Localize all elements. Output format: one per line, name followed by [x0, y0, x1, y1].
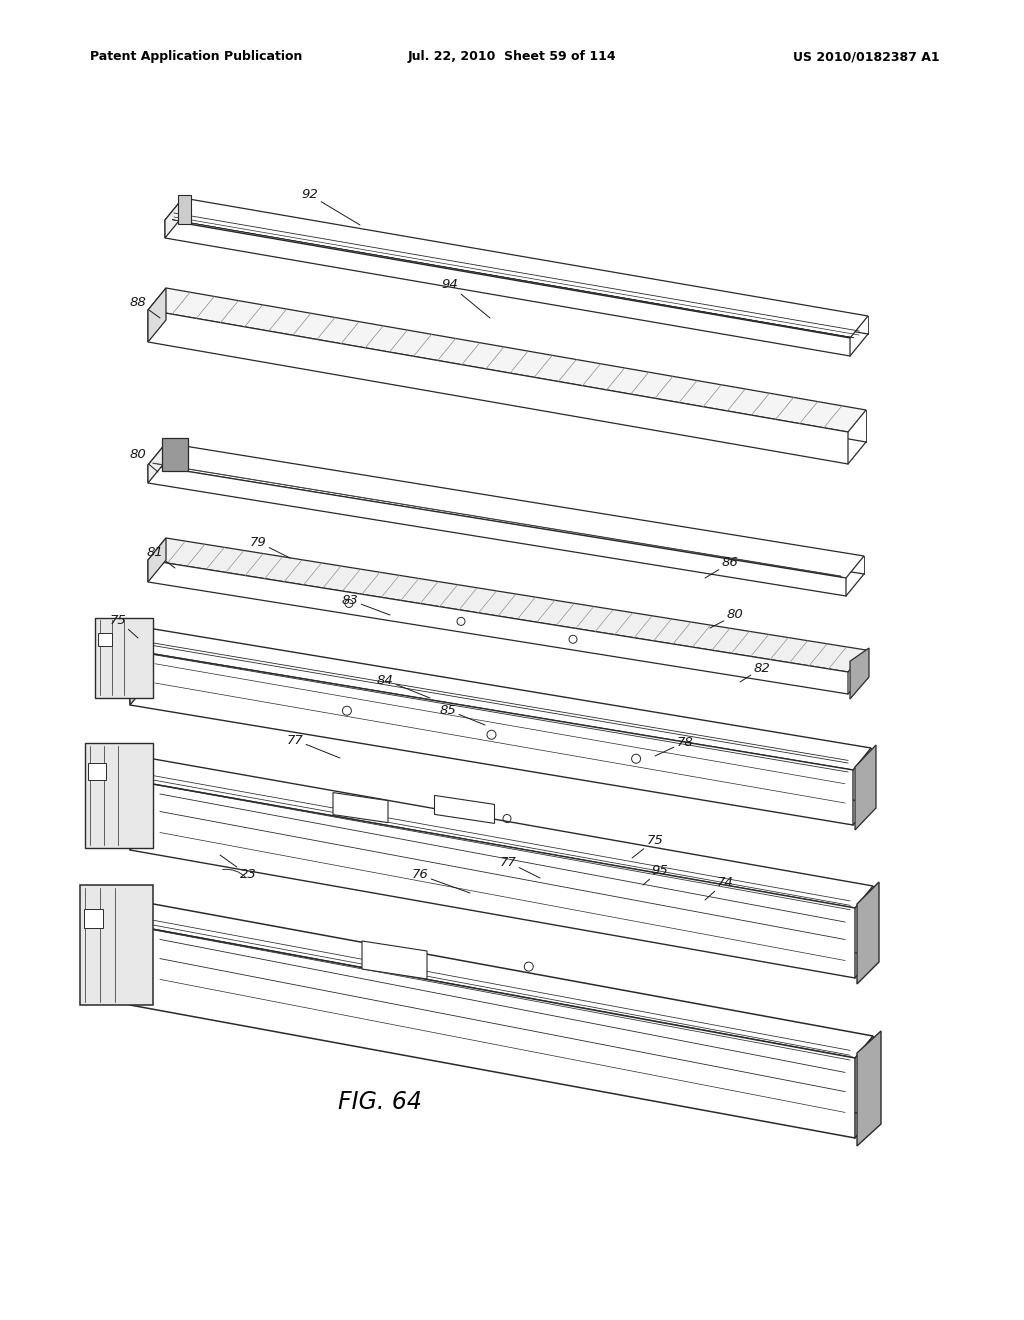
Polygon shape [85, 743, 153, 847]
Polygon shape [333, 792, 388, 822]
Text: US 2010/0182387 A1: US 2010/0182387 A1 [794, 50, 940, 63]
Text: 88: 88 [130, 296, 160, 318]
Text: 92: 92 [302, 189, 360, 224]
Polygon shape [165, 220, 850, 356]
Polygon shape [148, 444, 864, 578]
Polygon shape [80, 884, 153, 1005]
Polygon shape [130, 649, 853, 825]
Polygon shape [130, 903, 148, 1005]
Text: 83: 83 [342, 594, 390, 615]
Text: FIG. 64: FIG. 64 [338, 1090, 422, 1114]
Text: 76: 76 [412, 869, 470, 894]
Polygon shape [850, 648, 869, 700]
Polygon shape [148, 539, 866, 672]
Polygon shape [88, 763, 106, 780]
Polygon shape [148, 288, 866, 432]
Polygon shape [362, 941, 427, 979]
Polygon shape [857, 882, 879, 983]
Polygon shape [162, 438, 188, 471]
Text: 85: 85 [439, 704, 485, 725]
Text: 75: 75 [632, 833, 664, 858]
Polygon shape [84, 909, 103, 928]
Polygon shape [434, 796, 495, 824]
Polygon shape [855, 744, 876, 830]
Text: 79: 79 [250, 536, 290, 558]
Polygon shape [148, 560, 848, 694]
Polygon shape [130, 903, 873, 1059]
Polygon shape [130, 758, 148, 850]
Text: 94: 94 [441, 279, 490, 318]
Text: 77: 77 [287, 734, 340, 758]
Polygon shape [148, 539, 166, 582]
Text: Jul. 22, 2010  Sheet 59 of 114: Jul. 22, 2010 Sheet 59 of 114 [408, 50, 616, 63]
Text: 86: 86 [705, 557, 738, 578]
Text: 80: 80 [710, 609, 743, 628]
Polygon shape [148, 310, 848, 465]
Text: 95: 95 [643, 863, 669, 884]
Polygon shape [165, 198, 183, 238]
Polygon shape [130, 628, 871, 770]
Polygon shape [130, 780, 855, 978]
Text: 82: 82 [740, 661, 770, 682]
Polygon shape [130, 758, 873, 908]
Polygon shape [165, 198, 868, 338]
Polygon shape [857, 1031, 881, 1146]
Text: 74: 74 [705, 875, 733, 900]
Polygon shape [95, 618, 153, 698]
Text: 78: 78 [655, 735, 693, 756]
Text: 23: 23 [220, 855, 256, 882]
Polygon shape [148, 444, 166, 483]
Text: 77: 77 [500, 855, 540, 878]
Text: 80: 80 [130, 449, 158, 473]
Polygon shape [98, 634, 112, 645]
Text: Patent Application Publication: Patent Application Publication [90, 50, 302, 63]
Text: 81: 81 [146, 546, 175, 568]
Polygon shape [148, 465, 846, 597]
Polygon shape [178, 195, 191, 224]
Polygon shape [148, 288, 166, 342]
Text: 84: 84 [377, 673, 430, 698]
Polygon shape [130, 925, 855, 1138]
Polygon shape [130, 628, 148, 705]
Text: 75: 75 [110, 614, 138, 638]
